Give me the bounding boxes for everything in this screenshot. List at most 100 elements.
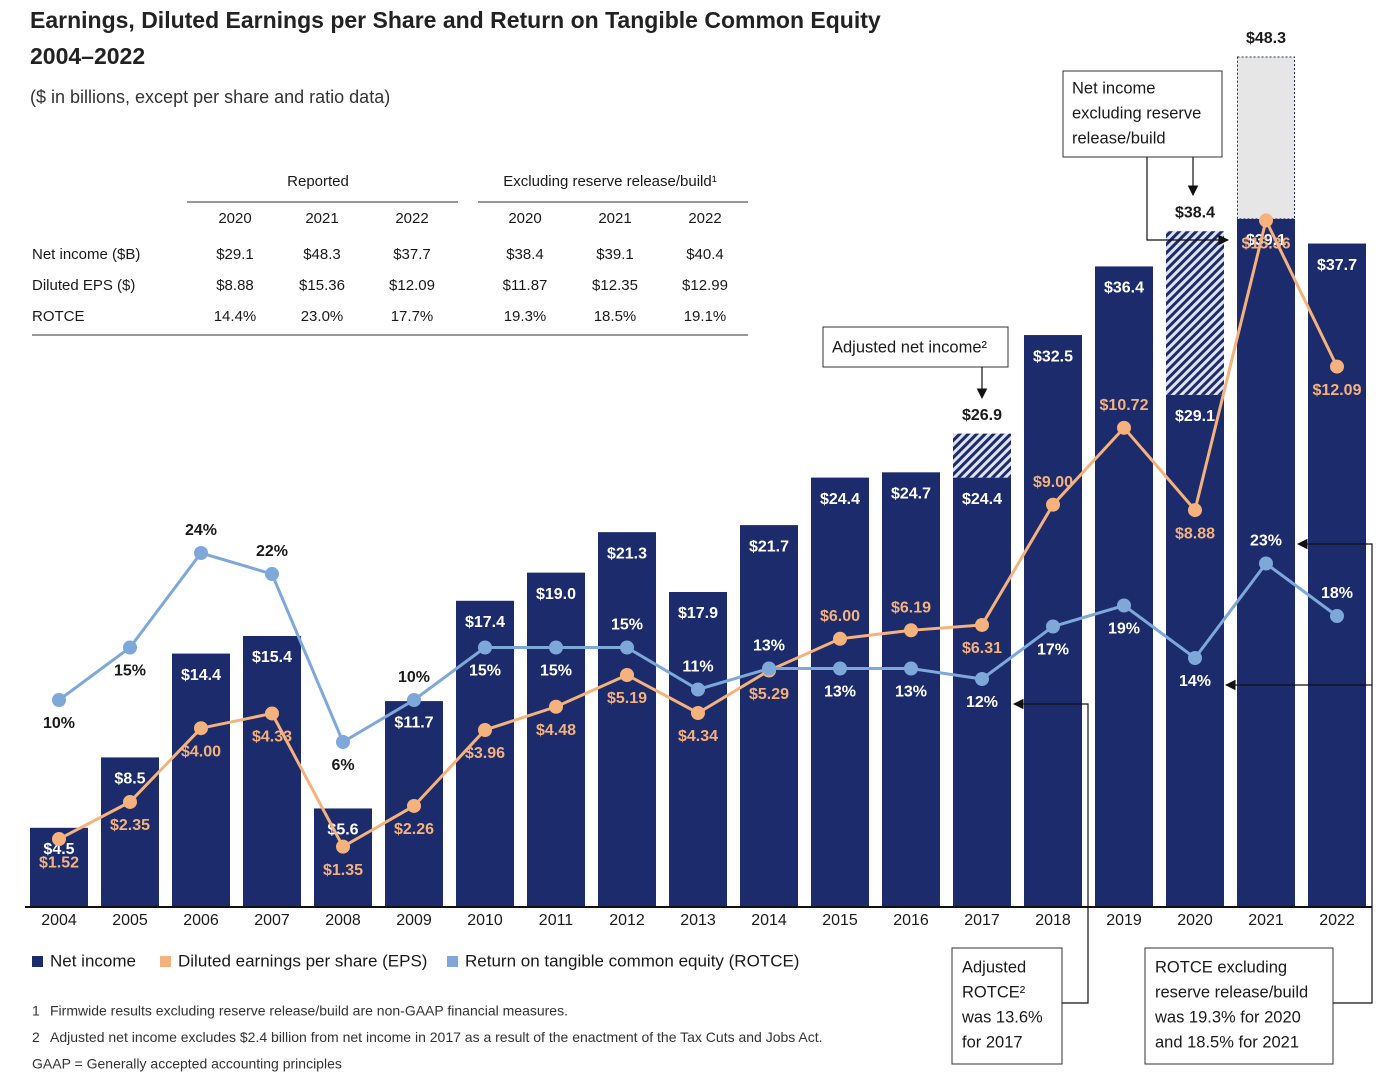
point [1330,609,1344,623]
callout-connector [1012,698,1089,1004]
bar [669,591,727,907]
point [1046,497,1060,512]
bar-label: $37.7 [1317,257,1357,274]
callout-connector [1296,538,1373,1004]
x-tick-label: 2018 [1035,912,1071,929]
eps-label: $6.31 [962,640,1002,657]
eps-label: $4.00 [181,743,221,760]
table-group-header: Excluding reserve release/build¹ [503,173,716,190]
bar [1095,266,1153,907]
bar [740,525,798,907]
point [549,640,563,655]
x-tick-label: 2012 [609,912,645,929]
footnote-text: Adjusted net income excludes $2.4 billio… [50,1029,823,1045]
callout-box [1062,70,1223,158]
point [833,661,847,676]
eps-label: $1.52 [39,854,79,871]
callout-text: Net income [1072,79,1155,97]
table-cell: $39.1 [596,246,634,263]
point [194,546,208,560]
bar [811,477,869,907]
table-cell: $11.87 [503,277,548,294]
x-tick-label: 2015 [822,912,858,929]
bar-label: $29.1 [1175,408,1215,425]
footnote-marker: 1 [32,1003,40,1019]
x-tick-label: 2008 [325,912,361,929]
table-cell: $12.09 [389,277,435,294]
callout-text: was 19.3% for 2020 [1154,1008,1301,1026]
bar [882,472,940,907]
eps-label: $5.19 [607,690,647,707]
bar-label: $17.4 [465,614,505,631]
rotce-label: 10% [398,669,430,686]
table-cell: $29.1 [216,246,254,263]
table-cell: $38.4 [506,246,544,263]
point [478,722,492,737]
overlay-label: $48.3 [1246,30,1286,47]
point [336,735,350,749]
x-tick-label: 2014 [751,912,787,929]
footnote-marker: 2 [32,1029,40,1045]
rotce-label: 14% [1179,673,1211,690]
table-cell: $12.35 [592,277,638,294]
table-year: 2021 [305,210,338,227]
callout-connector [1146,157,1230,246]
point [691,682,705,697]
point [1117,420,1131,435]
rotce-label: 24% [185,522,217,539]
bar-label: $21.3 [607,545,647,562]
x-tick-label: 2009 [396,912,432,929]
legend-swatch [447,956,458,967]
point [407,798,421,813]
point [194,721,208,736]
bar-label: $32.5 [1033,348,1073,365]
overlay-bar [1166,231,1224,395]
rotce-label: 22% [256,543,288,560]
point [1046,619,1060,634]
point [904,661,918,676]
callout-text: release/build [1072,129,1166,147]
bar-label: $24.7 [891,486,931,503]
table-cell: $15.36 [299,277,345,294]
table-row-label: Net income ($B) [32,246,140,263]
rotce-label: 13% [824,684,856,701]
x-tick-label: 2011 [539,912,574,929]
eps-label: $10.72 [1100,397,1149,414]
x-tick-label: 2020 [1177,912,1213,929]
point [1259,213,1273,228]
x-tick-label: 2004 [41,912,77,929]
table-cell: 19.1% [684,308,727,325]
legend-label: Net income [50,951,136,970]
callout-text: excluding reserve [1072,104,1201,122]
point [52,693,66,707]
point [1188,651,1202,665]
eps-label: $15.36 [1242,236,1291,253]
rotce-label: 13% [895,684,927,701]
chart-subtitle: ($ in billions, except per share and rat… [30,87,390,107]
bar-label: $39.1 [1246,232,1286,249]
callout-text: Adjusted net income² [832,338,988,356]
rotce-label: 10% [43,715,75,732]
x-tick-label: 2013 [680,912,716,929]
footnote-text: Firmwide results excluding reserve relea… [50,1003,568,1019]
table-row-label: Diluted EPS ($) [32,277,135,294]
legend-swatch [32,956,43,967]
eps-label: $2.26 [394,821,434,838]
rotce-label: 13% [753,638,785,655]
legend-swatch [160,956,171,967]
rotce-label: 11% [682,659,713,676]
rotce-label: 18% [1321,585,1353,602]
eps-label: $9.00 [1033,474,1073,491]
point [833,631,847,646]
callout-text: reserve release/build [1155,983,1308,1001]
eps-label: $1.35 [323,862,363,879]
eps-label: $4.33 [252,729,292,746]
bar [527,572,585,907]
point [549,699,563,714]
point [975,672,989,686]
point [336,839,350,854]
bar-label: $17.9 [678,605,718,622]
table-cell: 14.4% [214,308,257,325]
rotce-label: 15% [469,663,501,680]
table-row-label: ROTCE [32,308,85,325]
